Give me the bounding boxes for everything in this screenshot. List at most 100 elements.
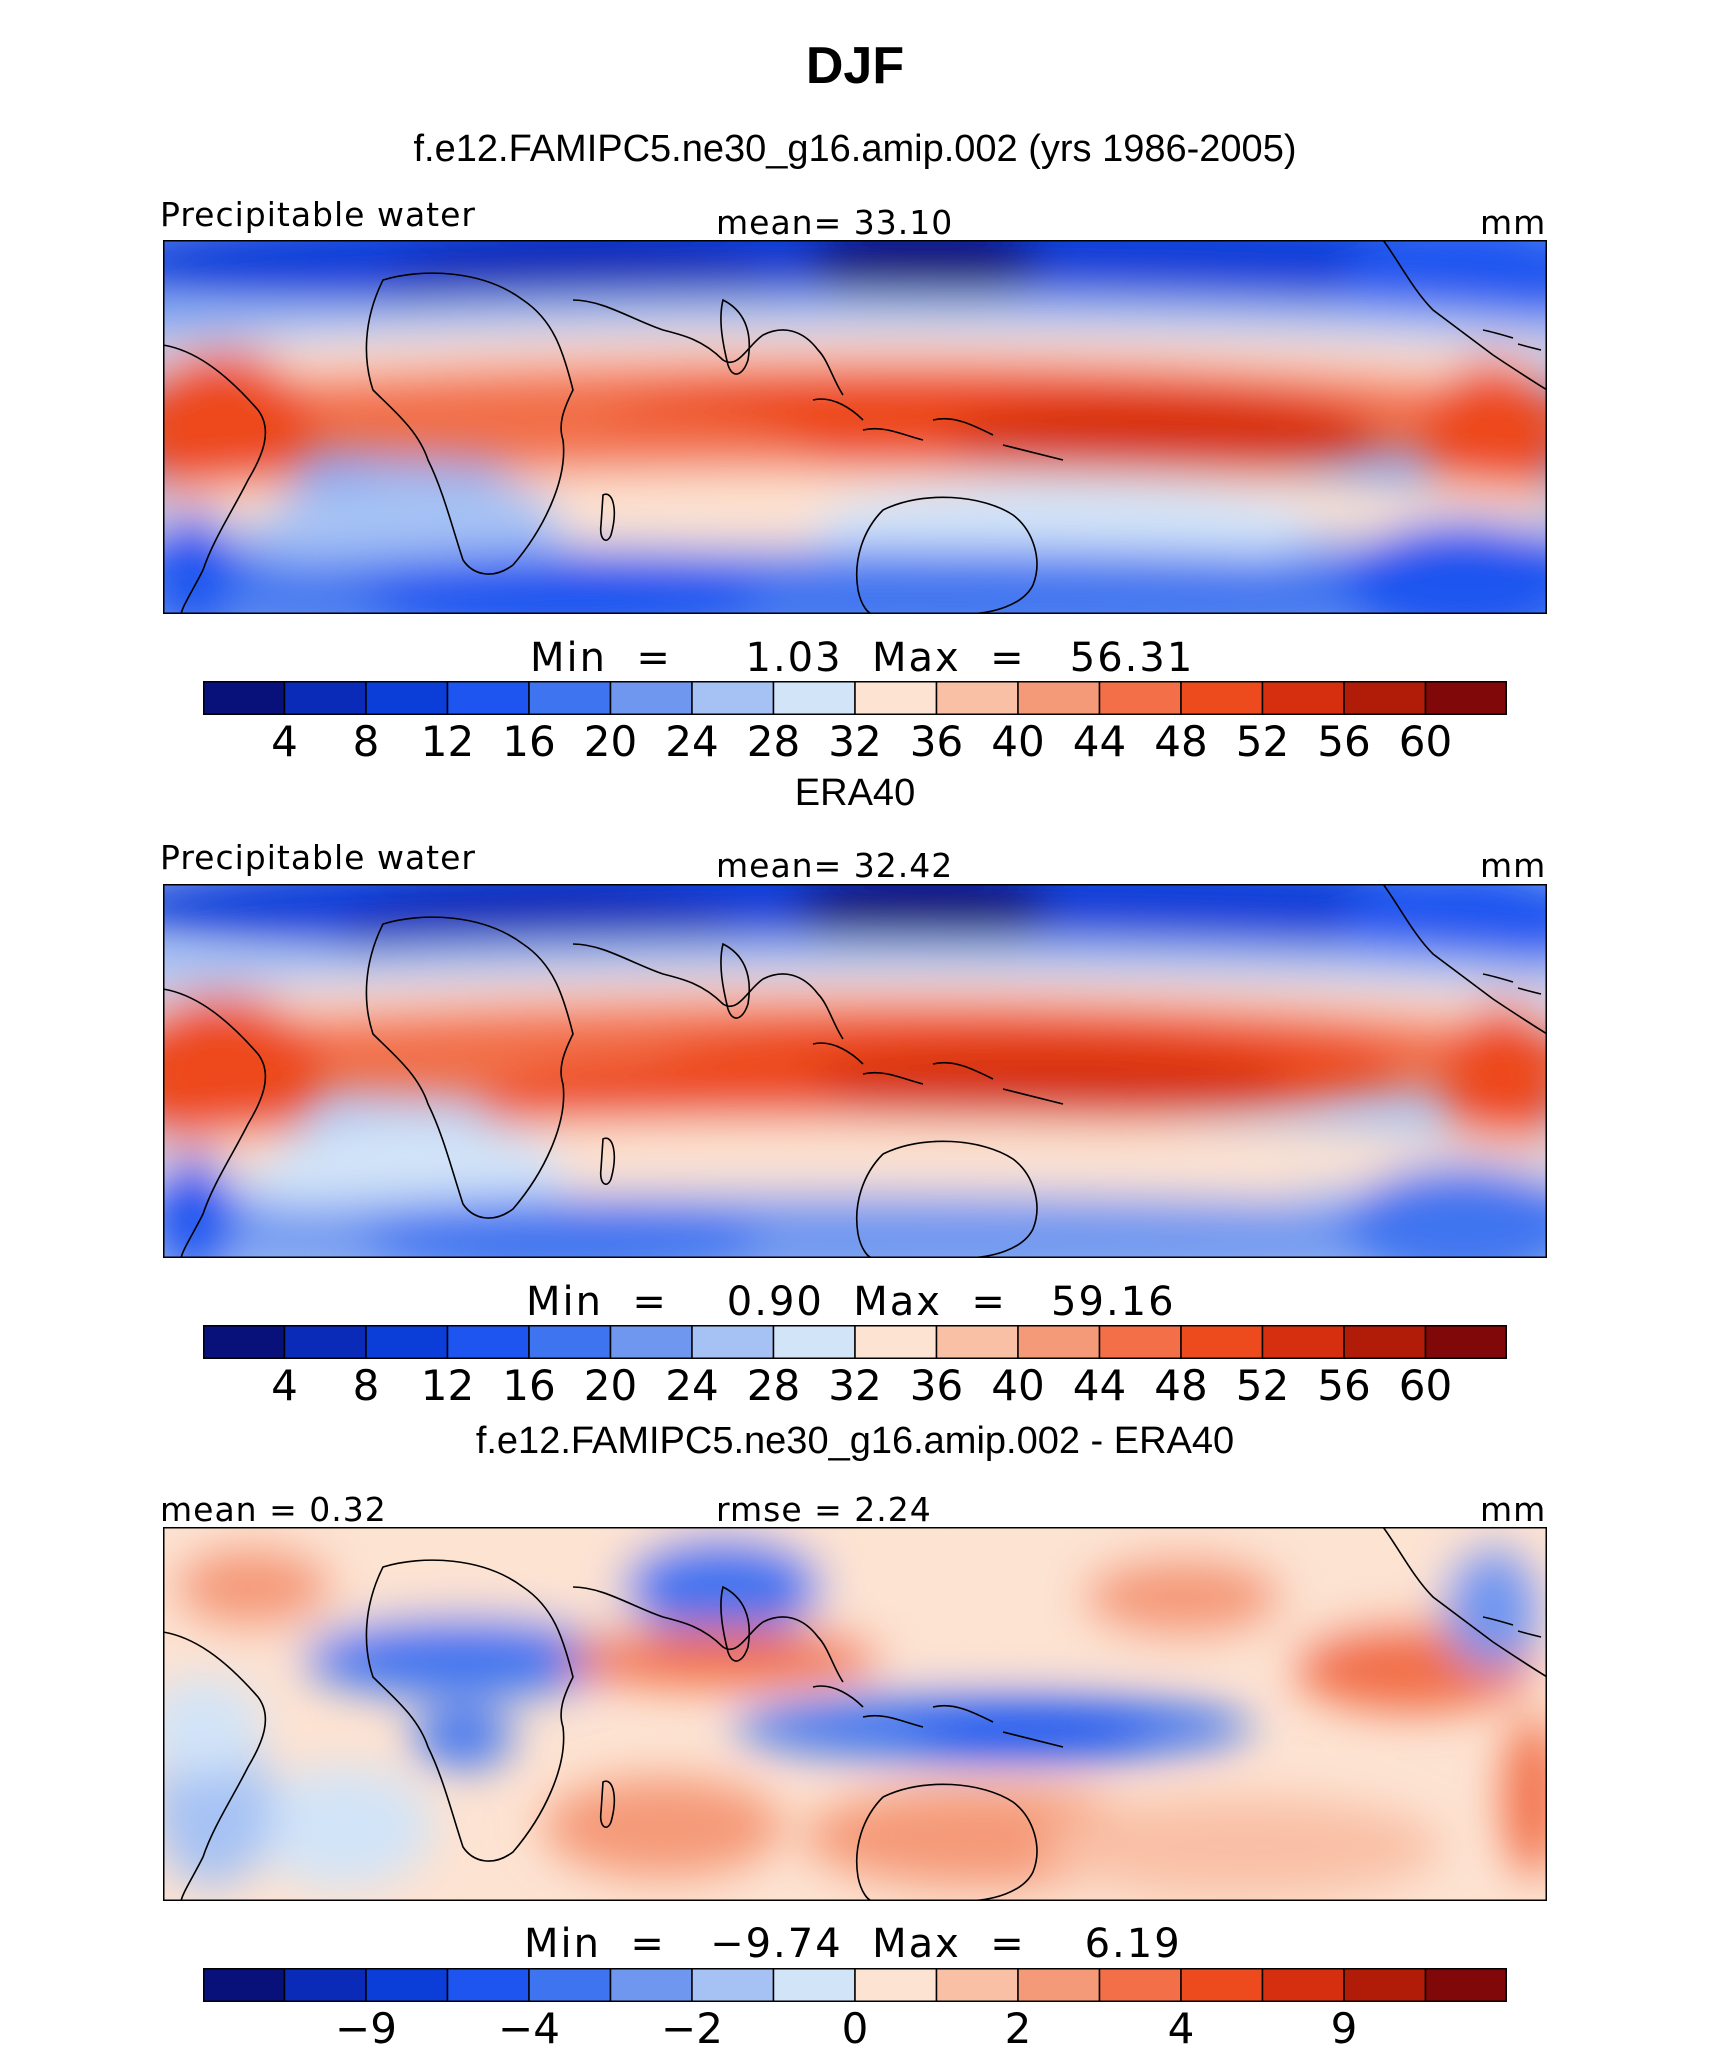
field-region [913,1712,1153,1762]
panel-2-variable-label: Precipitable water [160,838,476,877]
field-region [563,1627,883,1687]
colorbar-tick-label: 4 [1167,2004,1195,2053]
colorbar-swatch [283,1325,367,1359]
figure-title: DJF [805,37,905,95]
colorbar-swatch [283,681,367,715]
colorbar-swatch [772,681,856,715]
panel-1-colorbar [203,681,1507,715]
colorbar-tick-label: 24 [665,717,719,766]
colorbar-tick-label: 56 [1317,717,1371,766]
colorbar-tick-label: 20 [583,717,638,766]
panel-1-units-label: mm [1480,203,1547,242]
colorbar-tick-label: 4 [271,717,298,766]
colorbar-swatch [1017,1325,1101,1359]
panel-3-min-max: Min = −9.74 Max = 6.19 [524,1921,1182,1967]
field-region [163,1677,263,1777]
coastline [365,916,574,1219]
colorbar-swatch [1098,1968,1182,2002]
field-region [793,884,1053,946]
panel-1-title: f.e12.FAMIPC5.ne30_g16.amip.002 (yrs 198… [413,128,1297,170]
panel-1-map [163,240,1547,614]
colorbar-swatch [854,1968,938,2002]
coastline [1482,1616,1542,1638]
field-region [793,1049,1293,1119]
panel-2-map [163,884,1547,1258]
panel-3-rmse-label: rmse = 2.24 [716,1490,932,1529]
colorbar-tick-label: 48 [1154,1361,1208,1410]
coastline [720,942,750,1019]
field-region [413,1707,513,1767]
colorbar-swatch [1017,681,1101,715]
field-region [1443,1004,1547,1164]
panel-2-title: ERA40 [794,772,916,814]
panel-2-colorbar [203,1325,1507,1359]
coastline [1382,884,1547,1035]
coastline [599,1780,615,1828]
colorbar-swatch [1180,1325,1264,1359]
colorbar-swatch [283,1968,367,2002]
colorbar-swatch [528,1968,612,2002]
colorbar-tick-label: 16 [502,717,556,766]
colorbar-swatch [691,1325,775,1359]
field-region [943,400,1383,480]
colorbar-tick-label: −9 [335,2004,397,2053]
colorbar-swatch [609,1968,693,2002]
colorbar-tick-label: 12 [420,1361,475,1410]
coastline [365,1559,574,1862]
coastline [365,272,574,575]
field-region [303,1617,623,1697]
coastline [812,1042,1064,1105]
colorbar-swatch [1098,681,1182,715]
field-region [173,1547,333,1627]
coastline [572,1586,844,1683]
coastline [720,298,750,375]
colorbar-tick-label: 20 [583,1361,638,1410]
colorbar-swatch [854,1325,938,1359]
coastline [1382,240,1547,391]
panel-3-colorbar [203,1968,1507,2002]
colorbar-tick-label: 4 [271,1361,298,1410]
colorbar-tick-label: 0 [841,2004,869,2053]
field-region [1423,360,1547,520]
coastline [163,344,267,614]
colorbar-tick-label: 16 [502,1361,556,1410]
colorbar-tick-label: 44 [1072,1361,1127,1410]
colorbar-swatch [365,681,449,715]
colorbar-swatch [1261,1968,1345,2002]
panel-3-title: f.e12.FAMIPC5.ne30_g16.amip.002 - ERA40 [475,1420,1235,1462]
coastline [812,398,1064,461]
colorbar-swatch [1424,1968,1507,2002]
panel-2-min-max: Min = 0.90 Max = 59.16 [526,1279,1176,1325]
colorbar-swatch [1424,681,1507,715]
colorbar-swatch [365,1968,449,2002]
colorbar-swatch [1098,1325,1182,1359]
coastline [599,493,615,541]
colorbar-swatch [1180,681,1264,715]
field-region [803,240,1043,300]
coastline [855,1783,1038,1901]
colorbar-tick-label: 48 [1154,717,1208,766]
colorbar-tick-label: 28 [746,717,801,766]
colorbar-swatch [854,681,938,715]
colorbar-tick-label: 32 [828,717,882,766]
field-region [1343,1164,1547,1258]
colorbar-swatch [935,1325,1019,1359]
colorbar-tick-label: 52 [1235,1361,1290,1410]
field-region [253,1767,433,1887]
coastline [855,496,1038,614]
colorbar-tick-label: 44 [1072,717,1127,766]
colorbar-tick-label: −2 [661,2004,723,2053]
colorbar-swatch [203,1325,286,1359]
colorbar-tick-label: 40 [991,717,1045,766]
colorbar-swatch [446,681,530,715]
colorbar-swatch [609,1325,693,1359]
colorbar-swatch [1261,681,1345,715]
colorbar-swatch [1017,1968,1101,2002]
colorbar-tick-label: 32 [828,1361,882,1410]
coastline [163,1631,267,1901]
field-region [163,1154,233,1258]
coastline [599,1137,615,1185]
field-region [1083,1557,1283,1637]
colorbar-swatch [528,681,612,715]
coastline [572,943,844,1040]
